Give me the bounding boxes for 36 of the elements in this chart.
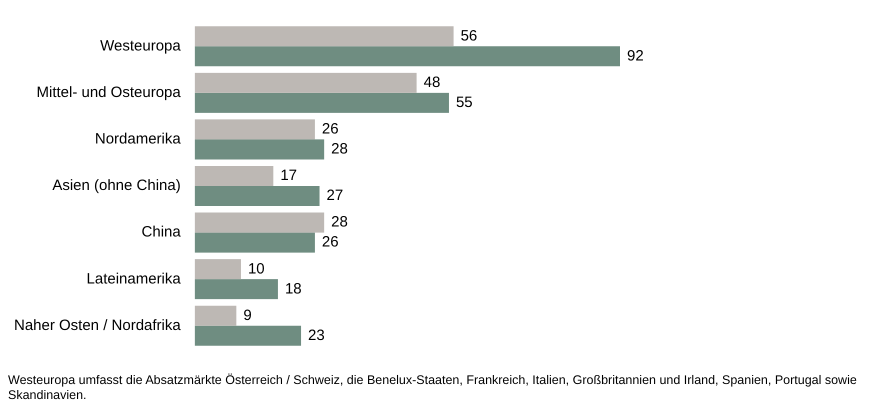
- data-label: 92: [627, 47, 644, 64]
- y-tick-label: Lateinamerika: [86, 270, 182, 288]
- y-tick-label: Mittel- und Osteuropa: [36, 84, 182, 101]
- bar: [194, 232, 315, 253]
- bar: [194, 72, 417, 93]
- bar: [194, 166, 274, 186]
- bar: [194, 139, 324, 160]
- data-label: 56: [460, 27, 478, 44]
- y-tick-label: Nordamerika: [94, 130, 182, 148]
- bar: [194, 119, 315, 140]
- data-label: 48: [424, 74, 440, 91]
- bar: [194, 306, 236, 326]
- y-tick-label: Asien (ohne China): [52, 177, 181, 194]
- text: Westeuropa umfasst die Absatzmärkte Österreich / Schweiz, die Benelux-Staaten, Frankreich, Italien, Großbritannien und Irland, Spanien, Portugal sowie Skandinavien.: [8, 373, 858, 403]
- bar: [194, 26, 454, 46]
- y-tick-label: China: [142, 224, 182, 241]
- data-label: 26: [322, 120, 339, 138]
- data-label: 23: [308, 326, 325, 344]
- y-tick-label: Naher Osten / Nordafrika: [14, 316, 182, 334]
- data-label: 9: [243, 306, 252, 324]
- data-label: 18: [284, 280, 302, 298]
- bar: [194, 326, 302, 346]
- y-tick-label: Westeuropa: [100, 37, 182, 54]
- data-label: 26: [322, 234, 339, 251]
- data-label: 17: [280, 167, 298, 184]
- bar: [194, 212, 324, 233]
- data-label: 55: [456, 94, 473, 112]
- bar: [194, 279, 278, 300]
- bar: [194, 259, 241, 280]
- data-label: 28: [331, 140, 348, 158]
- data-label: 27: [326, 187, 344, 204]
- data-label: 28: [331, 214, 348, 231]
- bar: [194, 186, 320, 206]
- bar: [194, 46, 620, 66]
- bar: [194, 92, 449, 113]
- data-label: 10: [248, 260, 265, 278]
